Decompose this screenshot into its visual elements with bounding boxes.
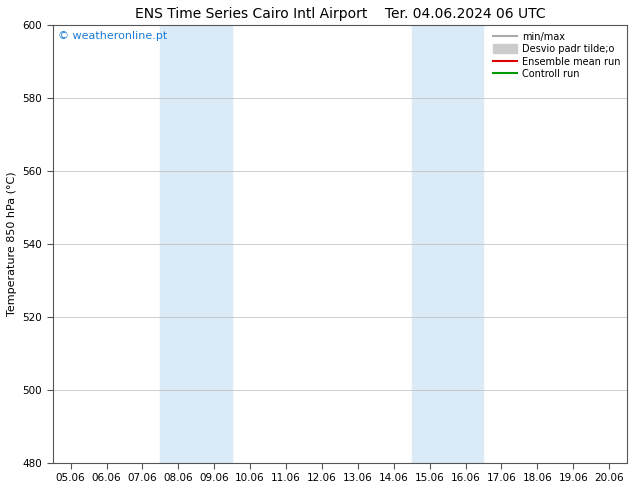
Legend: min/max, Desvio padr tilde;o, Ensemble mean run, Controll run: min/max, Desvio padr tilde;o, Ensemble m… <box>491 30 622 81</box>
Bar <box>411 25 484 463</box>
Y-axis label: Temperature 850 hPa (°C): Temperature 850 hPa (°C) <box>7 172 17 316</box>
Bar <box>160 25 232 463</box>
Text: © weatheronline.pt: © weatheronline.pt <box>58 31 167 42</box>
Title: ENS Time Series Cairo Intl Airport    Ter. 04.06.2024 06 UTC: ENS Time Series Cairo Intl Airport Ter. … <box>134 7 545 21</box>
